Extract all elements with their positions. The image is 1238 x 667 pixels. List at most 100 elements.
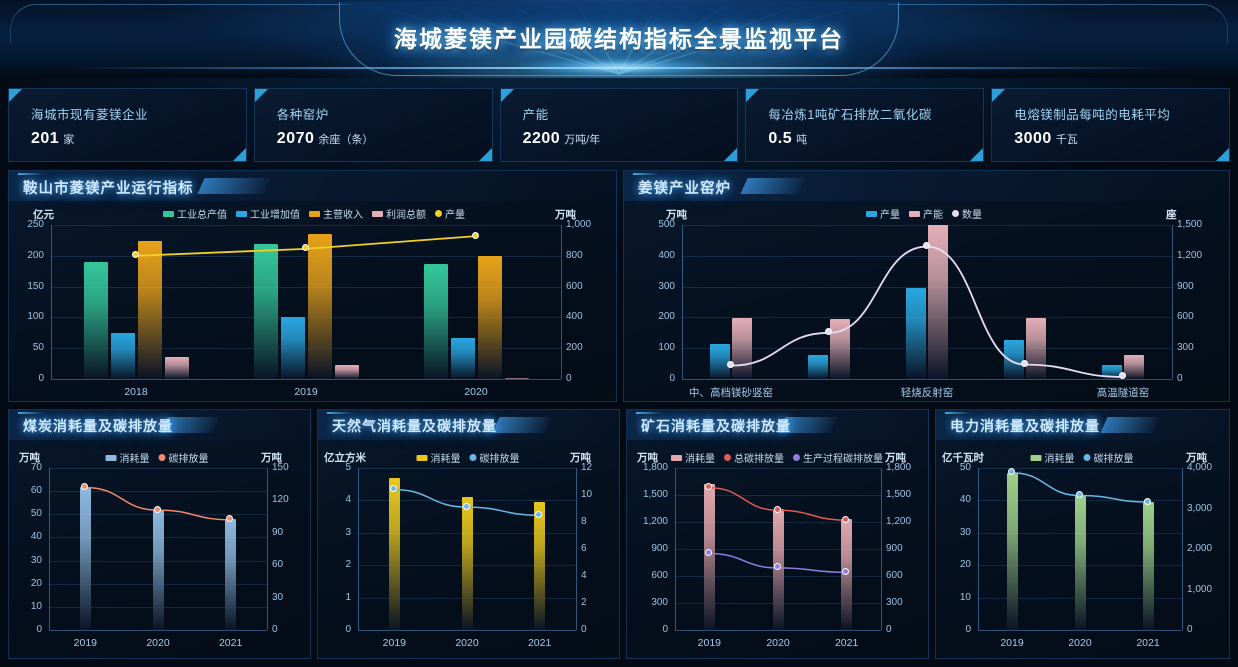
legend-item[interactable]: 碳排放量 (469, 450, 520, 465)
y-tick-right: 1,000 (1187, 583, 1213, 595)
panel-coal: 煤炭消耗量及碳排放量 万吨 万吨 消耗量 碳排放量 0 10 20 30 40 50 60 70 0 30 6… (8, 409, 311, 659)
bar-主营收入 (307, 234, 332, 379)
bar-消耗量 (534, 502, 546, 630)
panel-title: 煤炭消耗量及碳排放量 (23, 418, 173, 434)
data-point-总碳排放量 (704, 483, 712, 491)
bar-产能 (1124, 354, 1144, 379)
y-tick-left: 0 (669, 373, 675, 384)
bar-工业增加值 (280, 317, 305, 379)
y-tick-right: 200 (566, 342, 583, 354)
legend-item[interactable]: 产量 (866, 206, 900, 221)
bar-消耗量 (1074, 495, 1086, 630)
legend-item[interactable]: 消耗量 (671, 450, 715, 465)
x-axis-label: 2020 (464, 386, 488, 398)
kpi-row: 海城市现有菱镁企业 201 家 各种窑炉 2070 余座（条） 产能 2200 万吨/年 每冶炼1… (8, 88, 1230, 162)
bar-消耗量 (152, 509, 164, 630)
y-tick-right: 600 (1177, 311, 1194, 323)
data-point-产量 (301, 244, 309, 252)
legend-item[interactable]: 消耗量 (105, 450, 150, 465)
kpi-label: 各种窑炉 (276, 108, 329, 122)
corner-accent-icon (992, 89, 1006, 102)
bar-消耗量 (461, 497, 473, 630)
legend-label: 产量 (445, 210, 465, 221)
legend-label: 利润总额 (386, 210, 426, 221)
grid-line (682, 348, 1172, 350)
legend-swatch-主营收入 (309, 210, 320, 217)
legend-item[interactable]: 产量 (435, 206, 465, 221)
data-point-产量 (131, 251, 139, 259)
y-tick-left: 50 (30, 508, 42, 520)
y-tick-right: 0 (566, 373, 572, 384)
y-tick-right: 1,800 (886, 462, 912, 473)
grid-line (682, 317, 1172, 319)
chart-legend: 消耗量 碳排放量 (1030, 450, 1134, 465)
kpi-card: 海城市现有菱镁企业 201 家 (8, 88, 247, 162)
legend-item[interactable]: 主营收入 (309, 206, 363, 221)
panel-power: 电力消耗量及碳排放量 亿千瓦时 万吨 消耗量 碳排放量 0 10 20 30 40 50 0 1,000… (935, 409, 1230, 659)
y-axis-unit-left: 万吨 (19, 452, 40, 464)
y-tick-right: 300 (886, 597, 903, 608)
kpi-value-row: 201 家 (31, 130, 74, 148)
panel-title: 鞍山市菱镁产业运行指标 (23, 181, 194, 197)
legend-item[interactable]: 碳排放量 (158, 450, 209, 465)
data-point-碳排放量 (389, 485, 397, 493)
legend-item[interactable]: 消耗量 (416, 450, 461, 465)
y-tick-left: 250 (27, 219, 44, 230)
legend-item[interactable]: 生产过程碳排放量 (793, 450, 883, 465)
y-tick-left: 0 (965, 624, 971, 635)
y-tick-right: 2 (581, 597, 587, 608)
legend-item[interactable]: 产能 (909, 206, 943, 221)
y-axis-right-line (267, 468, 268, 630)
chart-legend: 消耗量 碳排放量 (105, 450, 209, 465)
corner-accent-icon (478, 148, 492, 161)
bar-消耗量 (703, 484, 715, 630)
legend-label: 生产过程碳排放量 (803, 454, 883, 465)
panel-title: 电力消耗量及碳排放量 (950, 418, 1100, 434)
grid-line (51, 225, 561, 226)
kpi-value: 201 (31, 130, 60, 147)
y-tick-right: 300 (1177, 342, 1194, 354)
legend-item[interactable]: 工业总产值 (163, 206, 227, 221)
corner-accent-icon (746, 89, 760, 102)
legend-item[interactable]: 总碳排放量 (724, 450, 784, 465)
kpi-unit: 万吨/年 (564, 134, 601, 146)
y-tick-left: 1,500 (642, 489, 668, 500)
legend-item[interactable]: 碳排放量 (1083, 450, 1134, 465)
bar-消耗量 (79, 486, 91, 630)
kpi-value-row: 3000 千瓦 (1014, 130, 1078, 148)
data-point-数量 (824, 328, 832, 336)
data-point-生产过程碳排放量 (773, 563, 781, 571)
panel-title: 矿石消耗量及碳排放量 (641, 418, 791, 434)
x-axis-label: 2020 (1068, 637, 1092, 649)
legend-item[interactable]: 利润总额 (372, 206, 426, 221)
panel-header: 天然气消耗量及碳排放量 (318, 410, 619, 440)
x-axis-label: 2020 (766, 637, 790, 649)
legend-swatch-消耗量 (416, 454, 428, 461)
legend-label: 主营收入 (323, 210, 363, 221)
y-tick-right: 0 (886, 624, 892, 635)
legend-item[interactable]: 数量 (952, 206, 982, 221)
y-tick-right: 1,000 (566, 219, 592, 230)
legend-label: 工业增加值 (250, 210, 300, 221)
y-tick-left: 40 (30, 531, 42, 543)
panel-header-tick (633, 173, 659, 175)
grid-line (682, 379, 1172, 380)
legend-item[interactable]: 消耗量 (1030, 450, 1075, 465)
x-axis-label: 2020 (455, 637, 479, 649)
y-tick-left: 300 (658, 280, 675, 292)
legend-item[interactable]: 工业增加值 (236, 206, 300, 221)
grid-line (682, 286, 1172, 288)
corner-accent-icon (9, 89, 22, 102)
grid-line (682, 225, 1172, 226)
legend-swatch-消耗量 (105, 454, 117, 461)
x-axis-label: 高温隧道窑 (1096, 387, 1150, 399)
y-tick-right: 800 (566, 249, 583, 261)
y-tick-left: 20 (30, 577, 42, 589)
y-tick-left: 300 (651, 597, 668, 608)
x-axis-label: 2019 (697, 637, 721, 649)
legend-label: 消耗量 (430, 454, 461, 465)
y-axis-unit-left: 亿立方米 (324, 452, 366, 464)
legend-label: 产能 (923, 210, 943, 221)
y-axis-right-line (561, 225, 562, 379)
y-axis-right-line (1172, 225, 1173, 379)
